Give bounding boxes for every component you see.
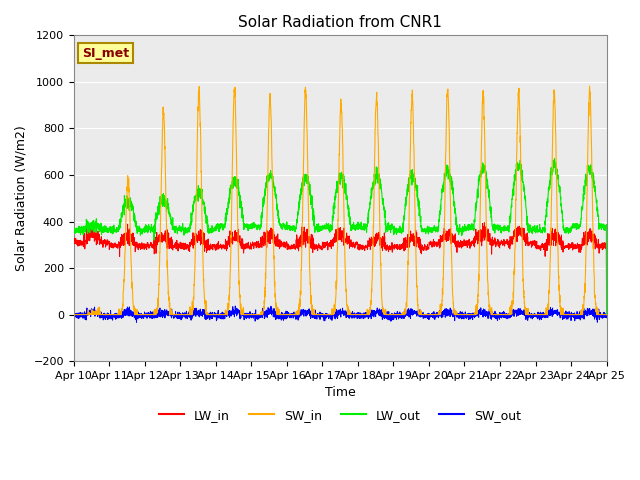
SW_out	[593, 311, 600, 317]
SW_in	[586, 83, 593, 89]
SW_in	[603, 312, 611, 317]
LW_out	[593, 199, 600, 205]
LW_out	[550, 156, 558, 161]
LW_in	[593, 241, 600, 247]
LW_out	[535, 228, 543, 234]
SW_in	[131, 312, 138, 317]
LW_out	[603, 312, 611, 317]
LW_in	[131, 240, 138, 246]
LW_out	[163, 198, 170, 204]
LW_out	[298, 188, 305, 194]
SW_out	[535, 310, 543, 316]
LW_in	[535, 246, 543, 252]
Legend: LW_in, SW_in, LW_out, SW_out: LW_in, SW_in, LW_out, SW_out	[154, 404, 526, 427]
LW_in	[603, 312, 611, 317]
LW_in	[275, 242, 282, 248]
LW_out	[275, 207, 282, 213]
Text: SI_met: SI_met	[82, 47, 129, 60]
Title: Solar Radiation from CNR1: Solar Radiation from CNR1	[238, 15, 442, 30]
SW_in	[275, 312, 282, 317]
LW_in	[163, 229, 170, 235]
LW_in	[298, 242, 305, 248]
SW_in	[163, 207, 170, 213]
LW_in	[481, 220, 488, 226]
LW_out	[131, 218, 138, 224]
LW_in	[70, 240, 77, 245]
SW_out	[163, 308, 170, 313]
SW_in	[535, 312, 543, 317]
Y-axis label: Solar Radiation (W/m2): Solar Radiation (W/m2)	[15, 125, 28, 271]
Line: SW_in: SW_in	[74, 86, 607, 314]
SW_out	[70, 315, 77, 321]
LW_out	[70, 224, 77, 230]
Line: SW_out: SW_out	[74, 306, 607, 322]
SW_out	[298, 311, 305, 317]
SW_in	[70, 312, 77, 317]
SW_in	[298, 267, 305, 273]
SW_in	[593, 305, 600, 311]
Line: LW_in: LW_in	[74, 223, 607, 314]
SW_out	[132, 319, 140, 325]
SW_out	[232, 303, 239, 309]
Line: LW_out: LW_out	[74, 158, 607, 314]
SW_out	[131, 312, 138, 317]
X-axis label: Time: Time	[324, 386, 356, 399]
SW_out	[275, 312, 282, 317]
SW_out	[603, 312, 611, 317]
